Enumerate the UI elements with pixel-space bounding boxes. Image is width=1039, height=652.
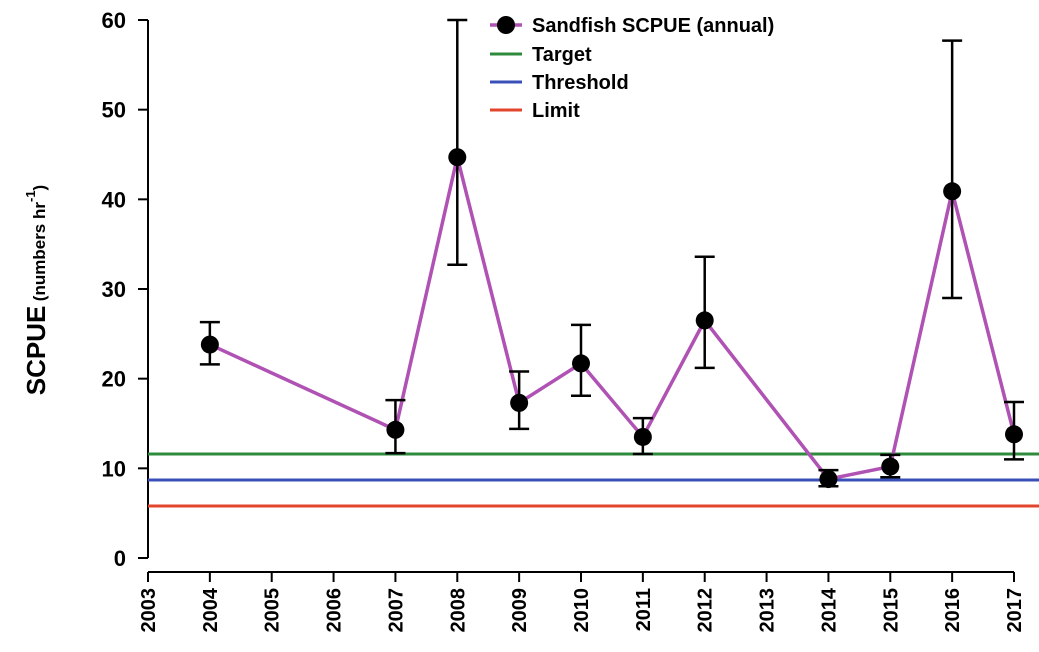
y-tick-label: 50 (102, 98, 126, 123)
y-label-units: (numbers hr (30, 202, 49, 302)
y-tick-label: 40 (102, 187, 126, 212)
series-line (209, 156, 1016, 482)
x-tick-label: 2015 (880, 588, 902, 633)
data-point (1005, 425, 1023, 444)
x-tick-label: 2010 (571, 588, 593, 633)
y-tick-label: 0 (114, 546, 126, 571)
x-tick-label: 2012 (695, 588, 717, 633)
x-tick-label: 2017 (1004, 588, 1026, 633)
y-tick-label: 60 (102, 8, 126, 33)
x-tick-label: 2006 (324, 588, 346, 633)
y-tick-label: 30 (102, 277, 126, 302)
x-tick-label: 2014 (818, 587, 840, 632)
y-label-close: ) (30, 185, 49, 191)
y-label-main: SCPUE (21, 306, 51, 396)
data-point (881, 457, 900, 476)
x-tick-label: 2016 (942, 588, 964, 633)
data-point (819, 470, 838, 489)
data-point (695, 311, 714, 330)
x-tick-label: 2003 (138, 588, 160, 633)
x-tick-label: 2005 (262, 588, 284, 633)
x-tick-label: 2007 (385, 588, 407, 633)
data-point (448, 148, 467, 167)
legend-marker (497, 16, 515, 34)
data-point (386, 420, 405, 439)
data-point (633, 427, 652, 446)
y-tick-label: 20 (102, 367, 126, 392)
x-tick-label: 2008 (447, 588, 469, 633)
x-tick-label: 2011 (633, 588, 655, 631)
x-tick-label: 2004 (200, 587, 222, 632)
x-tick-label: 2009 (509, 588, 531, 633)
legend-label: Sandfish SCPUE (annual) (532, 15, 774, 37)
y-tick-label: 10 (102, 456, 126, 481)
data-point (200, 335, 219, 354)
legend-label: Target (532, 44, 592, 66)
legend-label: Limit (532, 100, 580, 122)
data-point (572, 354, 590, 373)
data-point (943, 182, 962, 201)
x-tick-label: 2013 (757, 588, 779, 633)
data-point (510, 393, 529, 412)
legend-label: Threshold (532, 72, 629, 94)
y-axis-label: SCPUE (numbers hr-1) (21, 185, 51, 395)
y-label-exponent: -1 (23, 190, 38, 202)
